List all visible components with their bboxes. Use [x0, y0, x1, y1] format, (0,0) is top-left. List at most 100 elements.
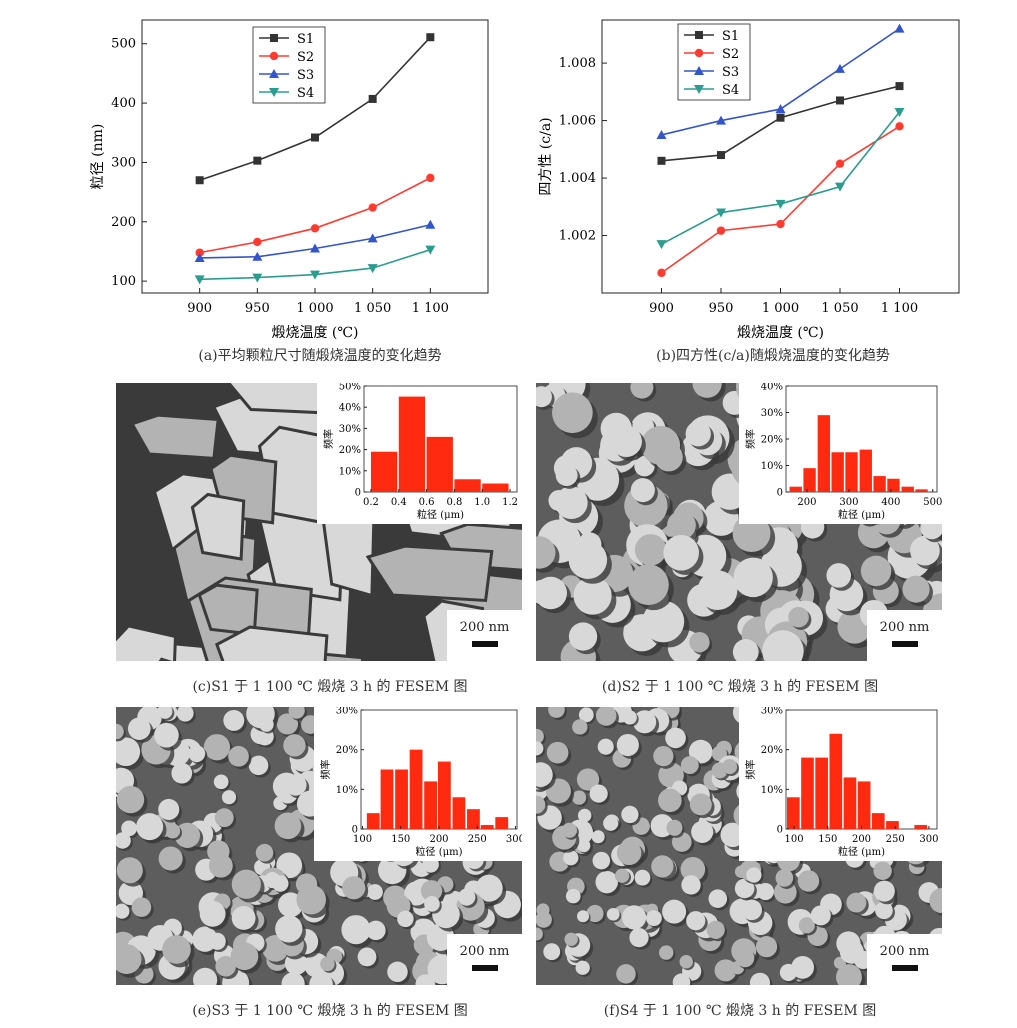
data-point-S2	[195, 248, 204, 257]
hist-y-tick-label: 20%	[339, 445, 361, 456]
grain	[658, 788, 682, 813]
histogram-bar	[426, 436, 453, 492]
series-line-S2	[199, 177, 431, 254]
plot-frame	[601, 19, 960, 294]
grain	[174, 822, 201, 849]
histogram-bar	[845, 452, 858, 492]
data-point-S3	[656, 129, 667, 139]
grain	[536, 386, 552, 408]
histogram-bar	[829, 733, 843, 829]
grain	[616, 840, 642, 866]
legend-marker-S1	[695, 31, 703, 39]
grain	[536, 576, 567, 610]
data-point-S2	[895, 122, 904, 131]
grain	[606, 907, 620, 921]
grain	[192, 967, 218, 985]
histogram-bar	[787, 797, 800, 829]
caption-a: (a)平均颗粒尺寸随煅烧温度的变化趋势	[198, 348, 442, 364]
histogram-bar	[398, 396, 426, 492]
grain	[458, 888, 476, 906]
histogram-bar	[789, 486, 802, 492]
grain	[320, 956, 335, 972]
hist-x-tick-label: 0.8	[446, 497, 462, 508]
grain	[686, 911, 706, 931]
hist-y-axis-label: 频率	[322, 429, 335, 449]
grain	[283, 734, 306, 757]
grain	[208, 932, 226, 950]
hist-x-tick-label: 0.6	[419, 497, 435, 508]
legend-label-S1: S1	[722, 29, 739, 44]
hist-y-tick-label: 30%	[761, 707, 783, 717]
x-axis-label: 煅烧温度 (℃)	[271, 325, 358, 340]
grain	[755, 936, 778, 958]
grain	[697, 570, 738, 611]
hist-y-tick-label: 10%	[339, 466, 361, 477]
data-point-S4	[775, 199, 786, 209]
hist-y-tick-label: 0	[777, 488, 783, 499]
grain	[231, 869, 261, 899]
hist-y-tick-label: 10%	[336, 785, 358, 796]
grain	[365, 544, 494, 603]
grain	[221, 790, 237, 805]
scale-bar-box-s1: 200 nm	[447, 610, 522, 661]
grain	[577, 910, 590, 923]
data-point-S3	[716, 115, 726, 125]
grain	[121, 820, 137, 837]
grain	[929, 887, 942, 914]
grain	[610, 425, 642, 458]
data-point-S2	[835, 159, 845, 168]
grain	[296, 884, 326, 915]
grain	[116, 624, 177, 661]
grain	[561, 822, 577, 838]
scale-bar	[891, 965, 918, 971]
grain	[164, 823, 181, 839]
grain	[571, 790, 587, 805]
hist-x-tick-label: 0.4	[391, 497, 407, 508]
grain	[681, 875, 701, 895]
grain	[176, 707, 194, 722]
grain	[136, 813, 164, 841]
data-point-S4	[310, 270, 320, 280]
hist-y-tick-label: 30%	[336, 707, 358, 717]
grain	[171, 762, 193, 784]
grain	[798, 917, 815, 934]
histogram-bar	[803, 468, 816, 492]
grain	[688, 739, 713, 764]
legend-label-S2: S2	[297, 50, 314, 65]
grain	[129, 413, 220, 460]
caption-c: (c)S1 于 1 100 ℃ 煅烧 3 h 的 FESEM 图	[192, 679, 468, 695]
data-point-S4	[425, 245, 436, 255]
grain	[578, 707, 594, 723]
hist-x-tick-label: 300	[506, 834, 522, 845]
histogram-s4: 100 150 200 250 300 0 10% 20% 30% 粒径 (μm) 频率	[744, 707, 938, 858]
grain	[230, 942, 259, 971]
grain	[116, 832, 131, 849]
grain	[689, 793, 712, 816]
hist-y-axis-label: 频率	[744, 760, 757, 780]
grain	[572, 719, 588, 735]
grain	[259, 717, 274, 732]
hist-x-tick-label: 0.2	[363, 497, 379, 508]
hist-x-axis-label: 粒径 (μm)	[416, 845, 463, 858]
legend-marker-S4	[694, 85, 704, 94]
y-tick-label: 300	[111, 155, 136, 170]
x-axis-label: 煅烧温度 (℃)	[737, 325, 824, 340]
grain	[536, 911, 552, 928]
histogram-bar	[901, 486, 914, 492]
grain	[387, 961, 408, 983]
grain	[548, 707, 565, 718]
histogram-bar	[914, 825, 928, 829]
grain	[680, 756, 699, 775]
grain	[634, 534, 667, 566]
scale-bar-label: 200 nm	[879, 944, 930, 959]
grain	[595, 870, 618, 894]
y-tick-label: 1.002	[559, 229, 596, 244]
grain	[568, 622, 598, 651]
grain	[577, 808, 592, 823]
grain	[231, 905, 256, 930]
grain	[420, 880, 443, 902]
y-axis-label: 粒径 (nm)	[90, 124, 106, 190]
grain	[591, 830, 605, 844]
grain	[734, 878, 755, 899]
histogram-bar	[887, 478, 900, 492]
